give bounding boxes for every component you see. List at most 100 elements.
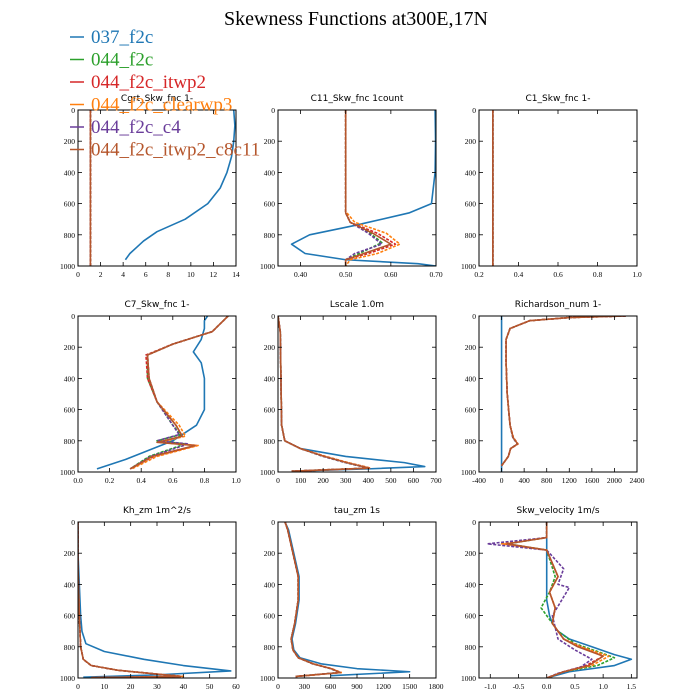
series-line-037_f2c — [290, 110, 436, 266]
series-line-044_f2c_itwp2 — [278, 316, 372, 472]
series-line-044_f2c_c4 — [500, 316, 626, 467]
y-tick-label: 0 — [71, 106, 75, 115]
x-tick-label: 0.40 — [294, 270, 307, 279]
x-tick-label: 700 — [430, 476, 442, 485]
x-tick-label: 0.5 — [570, 682, 580, 691]
y-tick-label: 400 — [264, 374, 276, 383]
y-tick-label: 1000 — [60, 674, 75, 683]
series-group — [290, 110, 436, 266]
x-tick-label: 0 — [76, 682, 80, 691]
x-tick-label: 0.6 — [553, 270, 563, 279]
series-group — [284, 522, 411, 678]
x-tick-label: 500 — [385, 476, 397, 485]
x-tick-label: 1200 — [376, 682, 391, 691]
legend-item-044_f2c: 044_f2c — [70, 50, 153, 71]
panel-3: C1_Skw_fnc 1- 0.2 0.4 0.6 0.8 1.0 0 200 400 600 80… — [461, 94, 642, 279]
x-tick-label: -1.0 — [484, 682, 496, 691]
x-tick-label: 300 — [299, 682, 311, 691]
series-line-044_f2c_itwp2 — [284, 522, 343, 678]
y-tick-label: 200 — [64, 343, 76, 352]
x-tick-label: 0.70 — [429, 270, 442, 279]
x-tick-label: 14 — [232, 270, 240, 279]
axes-frame — [478, 315, 638, 473]
y-tick-label: 600 — [264, 612, 276, 621]
y-tick-label: 400 — [465, 168, 477, 177]
series-group — [89, 110, 236, 266]
panel-1: Cgrt_Skw_fnc 1- 0 2 4 6 8 10 12 14 0 200 400 600 800 1… — [60, 94, 240, 279]
x-tick-label: 1600 — [584, 476, 599, 485]
series-line-044_f2c — [78, 522, 179, 678]
x-tick-label: 1500 — [402, 682, 417, 691]
axes-frame — [77, 315, 237, 473]
x-tick-label: 0.0 — [73, 476, 83, 485]
legend-label: 044_f2c — [91, 50, 153, 71]
series-line-044_f2c_itwp2_c8c11 — [278, 316, 371, 472]
x-tick-label: 600 — [408, 476, 420, 485]
y-tick-label: 0 — [271, 106, 275, 115]
y-tick-label: 200 — [264, 549, 276, 558]
y-tick-label: 800 — [465, 231, 477, 240]
y-tick-label: 800 — [64, 643, 76, 652]
y-tick-label: 600 — [264, 406, 276, 415]
panel-title: C7_Skw_fnc 1- — [125, 300, 190, 310]
y-tick-label: 200 — [465, 137, 477, 146]
series-line-044_f2c_itwp2_c8c11 — [500, 316, 626, 467]
x-tick-label: 0.60 — [384, 270, 397, 279]
axes-frame — [77, 521, 237, 679]
x-tick-label: 0.8 — [593, 270, 603, 279]
x-tick-label: 0.4 — [137, 476, 147, 485]
y-tick-label: 0 — [271, 312, 275, 321]
x-tick-label: 0 — [276, 476, 280, 485]
x-tick-label: 30 — [153, 682, 161, 691]
y-tick-label: 800 — [64, 231, 76, 240]
y-tick-label: 1000 — [461, 262, 476, 271]
panel-title: Skw_velocity 1m/s — [516, 506, 599, 516]
x-tick-label: 0 — [500, 476, 504, 485]
y-tick-label: 600 — [64, 200, 76, 209]
y-tick-label: 600 — [465, 406, 477, 415]
y-tick-label: 1000 — [461, 674, 476, 683]
x-tick-label: 10 — [101, 682, 109, 691]
x-tick-label: 1.0 — [632, 270, 642, 279]
y-tick-label: 600 — [64, 406, 76, 415]
x-tick-label: 20 — [127, 682, 135, 691]
x-tick-label: 0.2 — [105, 476, 115, 485]
series-line-044_f2c_itwp2_c8c11 — [284, 522, 342, 678]
y-tick-label: 400 — [64, 580, 76, 589]
axes-frame — [277, 315, 437, 473]
y-tick-label: 600 — [465, 200, 477, 209]
series-line-044_f2c — [344, 110, 383, 266]
series-line-044_f2c — [129, 316, 229, 470]
y-tick-label: 400 — [465, 374, 477, 383]
y-tick-label: 200 — [465, 343, 477, 352]
x-tick-label: 400 — [363, 476, 375, 485]
figure-title: Skewness Functions at300E,17N — [224, 8, 488, 30]
series-group — [78, 522, 232, 678]
x-tick-label: 4 — [121, 270, 125, 279]
x-tick-label: 12 — [210, 270, 218, 279]
y-tick-label: 0 — [271, 518, 275, 527]
series-line-044_f2c_itwp2_c8c11 — [129, 316, 229, 470]
legend: 037_f2c044_f2c044_f2c_itwp2044_f2c_clear… — [70, 27, 260, 161]
x-tick-label: 300 — [340, 476, 352, 485]
y-tick-label: 800 — [465, 643, 477, 652]
x-tick-label: 10 — [187, 270, 195, 279]
y-tick-label: 1000 — [260, 262, 275, 271]
series-group — [96, 316, 229, 470]
x-tick-label: 100 — [295, 476, 307, 485]
y-tick-label: 1000 — [260, 468, 275, 477]
x-tick-label: 1.0 — [598, 682, 608, 691]
legend-label: 037_f2c — [91, 27, 153, 48]
panel-title: Lscale 1.0m — [330, 300, 384, 310]
legend-item-037_f2c: 037_f2c — [70, 27, 153, 48]
series-line-044_f2c_itwp2 — [500, 316, 626, 467]
panel-5: Lscale 1.0m 0 100 200 300 400 500 600 700 0 200 400… — [260, 300, 442, 485]
x-tick-label: 900 — [351, 682, 363, 691]
axes-frame — [77, 109, 237, 267]
panel-title: C1_Skw_fnc 1- — [526, 94, 591, 104]
x-tick-label: 800 — [541, 476, 553, 485]
x-tick-label: 1800 — [429, 682, 444, 691]
x-tick-label: -0.5 — [513, 682, 525, 691]
y-tick-label: 1000 — [260, 674, 275, 683]
legend-item-044_f2c_c4: 044_f2c_c4 — [70, 117, 181, 138]
